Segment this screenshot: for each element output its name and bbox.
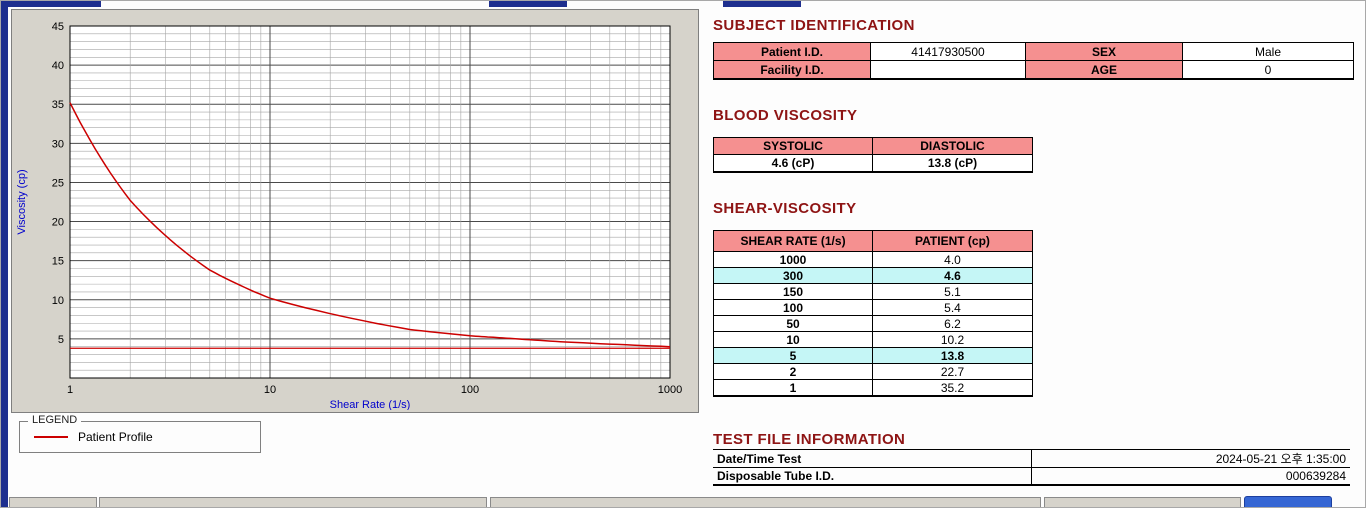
disposable-tube-id-value: 000639284 (1031, 467, 1350, 485)
table-row: Disposable Tube I.D. 000639284 (713, 467, 1350, 485)
svg-text:10: 10 (52, 295, 64, 307)
svg-text:1: 1 (67, 384, 73, 396)
table-row: 100 5.4 (713, 299, 1033, 316)
age-value: 0 (1182, 60, 1354, 80)
table-row: 1 35.2 (713, 379, 1033, 397)
svg-text:Shear Rate (1/s): Shear Rate (1/s) (330, 399, 411, 410)
table-row: 50 6.2 (713, 315, 1033, 332)
shear-rate-value: 1 (713, 379, 873, 397)
statusbar-panel (490, 497, 1041, 507)
disposable-tube-id-label: Disposable Tube I.D. (713, 467, 1032, 485)
window-fragment (489, 1, 567, 7)
table-row: Patient I.D. 41417930500 SEX Male (713, 42, 1354, 61)
svg-text:10: 10 (264, 384, 276, 396)
blood-viscosity-title: BLOOD VISCOSITY (713, 107, 858, 124)
legend-title: LEGEND (28, 414, 82, 426)
patient-viscosity-value: 13.8 (872, 347, 1033, 364)
shear-rate-header: SHEAR RATE (1/s) (713, 230, 873, 252)
shear-rate-value: 10 (713, 331, 873, 348)
facility-id-value (870, 60, 1026, 80)
table-row: 1000 4.0 (713, 251, 1033, 268)
window-edge-strip (1, 1, 8, 507)
statusbar-panel (9, 497, 97, 507)
chart-panel: 5 10 15 20 25 30 35 40 45 1 10 100 1000 Shear Rate (1… (11, 9, 699, 413)
svg-text:100: 100 (461, 384, 479, 396)
svg-text:35: 35 (52, 99, 64, 111)
shear-rate-value: 2 (713, 363, 873, 380)
legend-box: LEGEND Patient Profile (19, 414, 261, 453)
shear-rate-value: 150 (713, 283, 873, 300)
patient-viscosity-value: 4.0 (872, 251, 1033, 268)
svg-text:15: 15 (52, 256, 64, 268)
svg-text:Viscosity (cp): Viscosity (cp) (16, 169, 28, 234)
svg-text:45: 45 (52, 21, 64, 33)
patient-viscosity-value: 6.2 (872, 315, 1033, 332)
shear-rate-value: 1000 (713, 251, 873, 268)
viscosity-chart: 5 10 15 20 25 30 35 40 45 1 10 100 1000 Shear Rate (1… (16, 21, 682, 411)
facility-id-label: Facility I.D. (713, 60, 871, 80)
svg-text:25: 25 (52, 177, 64, 189)
window-fragment (8, 1, 101, 7)
table-row: 10 10.2 (713, 331, 1033, 348)
svg-text:30: 30 (52, 138, 64, 150)
blood-viscosity-table: SYSTOLIC DIASTOLIC 4.6 (cP) 13.8 (cP) (713, 137, 1033, 173)
patient-id-value: 41417930500 (870, 42, 1026, 61)
patient-viscosity-value: 4.6 (872, 267, 1033, 284)
systolic-header: SYSTOLIC (713, 137, 873, 155)
patient-viscosity-value: 22.7 (872, 363, 1033, 380)
window-fragment (723, 1, 801, 7)
patient-cp-header: PATIENT (cp) (872, 230, 1033, 252)
svg-text:40: 40 (52, 60, 64, 72)
table-row: 300 4.6 (713, 267, 1033, 284)
patient-id-label: Patient I.D. (713, 42, 871, 61)
table-row: 2 22.7 (713, 363, 1033, 380)
table-row: 4.6 (cP) 13.8 (cP) (713, 154, 1033, 173)
shear-viscosity-table: SHEAR RATE (1/s) PATIENT (cp) 1000 4.0 3… (713, 230, 1033, 397)
diastolic-value: 13.8 (cP) (872, 154, 1033, 173)
table-row: 150 5.1 (713, 283, 1033, 300)
subject-identification-table: Patient I.D. 41417930500 SEX Male Facili… (713, 42, 1354, 80)
patient-viscosity-value: 10.2 (872, 331, 1033, 348)
systolic-value: 4.6 (cP) (713, 154, 873, 173)
patient-viscosity-value: 5.4 (872, 299, 1033, 316)
date-time-test-label: Date/Time Test (713, 449, 1032, 468)
test-file-information-title: TEST FILE INFORMATION (713, 431, 906, 448)
sex-value: Male (1182, 42, 1354, 61)
legend-entry-label: Patient Profile (78, 430, 153, 444)
shear-rate-value: 300 (713, 267, 873, 284)
svg-text:20: 20 (52, 217, 64, 229)
table-row: SYSTOLIC DIASTOLIC (713, 137, 1033, 155)
date-time-test-value: 2024-05-21 오후 1:35:00 (1031, 449, 1350, 468)
test-file-information-table: Date/Time Test 2024-05-21 오후 1:35:00 Dis… (713, 449, 1350, 486)
svg-text:1000: 1000 (658, 384, 682, 396)
patient-viscosity-value: 5.1 (872, 283, 1033, 300)
shear-rate-value: 50 (713, 315, 873, 332)
svg-text:5: 5 (58, 334, 64, 346)
table-row: Facility I.D. AGE 0 (713, 60, 1354, 80)
statusbar-panel (99, 497, 487, 507)
diastolic-header: DIASTOLIC (872, 137, 1033, 155)
shear-rate-value: 5 (713, 347, 873, 364)
legend-line-swatch (34, 436, 68, 438)
patient-viscosity-value: 35.2 (872, 379, 1033, 397)
action-button-fragment[interactable] (1244, 496, 1332, 507)
statusbar-panel (1044, 497, 1241, 507)
shear-viscosity-title: SHEAR-VISCOSITY (713, 200, 857, 217)
table-row: SHEAR RATE (1/s) PATIENT (cp) (713, 230, 1033, 252)
legend-entry: Patient Profile (20, 422, 260, 452)
table-row: Date/Time Test 2024-05-21 오후 1:35:00 (713, 449, 1350, 468)
subject-identification-title: SUBJECT IDENTIFICATION (713, 17, 915, 34)
sex-label: SEX (1025, 42, 1183, 61)
table-row: 5 13.8 (713, 347, 1033, 364)
age-label: AGE (1025, 60, 1183, 80)
shear-rate-value: 100 (713, 299, 873, 316)
